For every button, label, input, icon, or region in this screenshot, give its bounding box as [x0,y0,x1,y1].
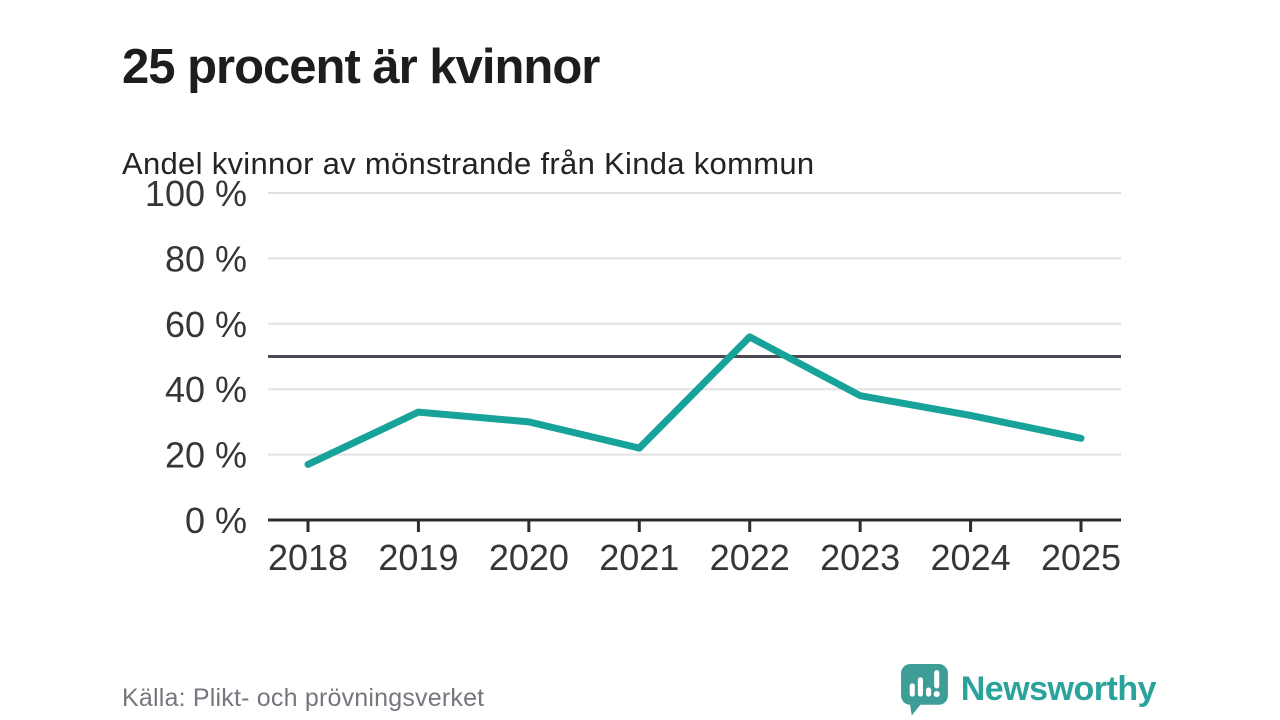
chart-title: 25 procent är kvinnor [122,39,600,94]
x-axis-tick-label: 2024 [931,537,1011,578]
x-axis-tick-label: 2018 [268,537,348,578]
x-axis-tick-label: 2019 [378,537,458,578]
y-axis-tick-label: 100 % [145,173,247,214]
x-axis-tick-label: 2020 [489,537,569,578]
x-axis-tick-label: 2021 [599,537,679,578]
source-note: Källa: Plikt- och prövningsverket [122,684,485,712]
y-axis-tick-label: 60 % [165,304,247,345]
line-chart: 0 % 20 % 40 % 60 % 80 % 100 % 2018 2019 2020 2021… [145,173,1121,578]
x-axis-tick-label: 2023 [820,537,900,578]
newsworthy-logo-mark-icon [900,664,948,716]
x-axis-tick-label: 2022 [710,537,790,578]
newsworthy-logo: Newsworthy [900,663,1157,716]
y-axis-tick-label: 20 % [165,435,247,476]
series-line [304,333,1085,468]
y-axis-tick-label: 40 % [165,369,247,410]
y-axis-tick-label: 0 % [185,500,247,541]
chart-subtitle: Andel kvinnor av mönstrande från Kinda k… [122,145,815,181]
speech-bubble-icon [900,664,948,716]
x-axis-tick-label: 2025 [1041,537,1121,578]
newsworthy-wordmark: Newsworthy [960,670,1157,708]
bar-chart-exclamation-icon [909,670,940,698]
y-axis-tick-label: 80 % [165,238,247,279]
